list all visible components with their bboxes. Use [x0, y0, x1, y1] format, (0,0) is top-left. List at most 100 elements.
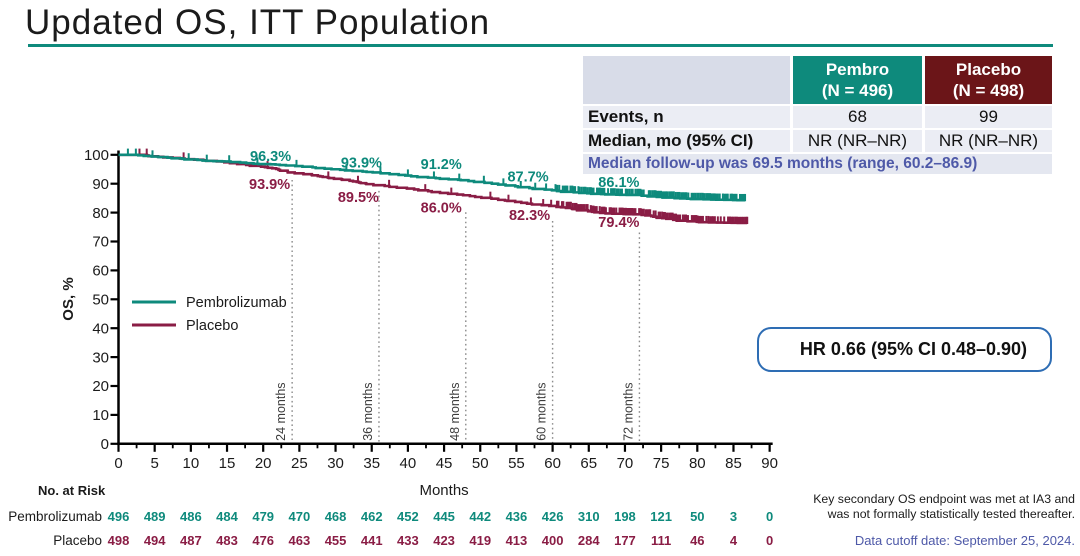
summary-table-corner-cell: [583, 56, 790, 104]
at-risk-value-pembrolizumab-50: 442: [469, 509, 491, 524]
x-tick-label-65: 65: [580, 455, 597, 472]
at-risk-value-pembrolizumab-30: 468: [325, 509, 347, 524]
data-cutoff-note: Data cutoff date: September 25, 2024.: [854, 533, 1075, 548]
at-risk-value-pembrolizumab-60: 426: [542, 509, 564, 524]
y-tick-label-20: 20: [92, 378, 109, 395]
y-axis-title: OS, %: [60, 277, 77, 320]
events-row-label: Events, n: [583, 106, 790, 128]
milestone-label-placebo-36: 89.5%: [338, 190, 379, 206]
at-risk-value-placebo-75: 111: [651, 533, 671, 548]
at-risk-value-pembrolizumab-0: 496: [108, 509, 130, 524]
at-risk-value-placebo-45: 423: [433, 533, 455, 548]
title-accent-rule: [28, 44, 1053, 47]
y-tick-label-90: 90: [92, 176, 109, 193]
events-pembro-value: 68: [793, 106, 922, 128]
legend-label-pembrolizumab: Pembrolizumab: [186, 295, 287, 311]
placebo-header-n: (N = 498): [952, 81, 1025, 100]
timepoint-label-60: 60 months: [535, 382, 549, 440]
summary-table-header-pembro: Pembro (N = 496): [793, 56, 922, 104]
at-risk-row-label-placebo: Placebo: [53, 533, 102, 548]
hazard-ratio-text: HR 0.66 (95% CI 0.48–0.90): [799, 339, 1028, 359]
x-tick-label-50: 50: [472, 455, 489, 472]
page-title: Updated OS, ITT Population: [25, 2, 491, 42]
y-tick-label-100: 100: [84, 147, 109, 164]
milestone-label-pembrolizumab-72: 86.1%: [598, 175, 639, 191]
at-risk-value-placebo-35: 441: [361, 533, 383, 548]
at-risk-value-placebo-60: 400: [542, 533, 564, 548]
timepoint-label-48: 48 months: [448, 382, 462, 440]
key-secondary-footnote-line1: Key secondary OS endpoint was met at IA3…: [813, 492, 1075, 506]
at-risk-value-placebo-55: 413: [506, 533, 528, 548]
milestone-label-pembrolizumab-60: 87.7%: [507, 169, 548, 185]
y-tick-label-80: 80: [92, 205, 109, 222]
at-risk-value-placebo-5: 494: [144, 533, 166, 548]
at-risk-value-placebo-20: 476: [252, 533, 274, 548]
x-tick-label-80: 80: [689, 455, 706, 472]
median-placebo-value: NR (NR–NR): [925, 130, 1052, 152]
at-risk-value-placebo-30: 455: [325, 533, 347, 548]
at-risk-value-pembrolizumab-85: 3: [730, 509, 737, 524]
x-tick-label-75: 75: [653, 455, 670, 472]
x-tick-label-10: 10: [183, 455, 200, 472]
x-tick-label-0: 0: [114, 455, 122, 472]
at-risk-value-placebo-70: 177: [614, 533, 636, 548]
timepoint-label-24: 24 months: [274, 382, 288, 440]
y-tick-label-40: 40: [92, 320, 109, 337]
at-risk-value-placebo-85: 4: [730, 533, 738, 548]
placebo-header-name: Placebo: [955, 60, 1022, 79]
at-risk-value-pembrolizumab-20: 479: [252, 509, 274, 524]
at-risk-value-pembrolizumab-40: 452: [397, 509, 419, 524]
x-tick-label-25: 25: [291, 455, 308, 472]
at-risk-value-pembrolizumab-80: 50: [690, 509, 704, 524]
x-tick-label-20: 20: [255, 455, 272, 472]
at-risk-value-placebo-50: 419: [469, 533, 491, 548]
at-risk-value-pembrolizumab-55: 436: [506, 509, 528, 524]
at-risk-value-pembrolizumab-70: 198: [614, 509, 636, 524]
key-secondary-footnote-line2: was not formally statistically tested th…: [827, 506, 1075, 521]
x-tick-label-90: 90: [761, 455, 778, 472]
x-tick-label-15: 15: [219, 455, 236, 472]
median-followup-note: Median follow-up was 69.5 months (range,…: [583, 154, 1052, 174]
at-risk-value-placebo-90: 0: [766, 533, 773, 548]
at-risk-value-placebo-80: 46: [690, 533, 704, 548]
milestone-label-pembrolizumab-24: 96.3%: [250, 149, 291, 165]
milestone-label-placebo-72: 79.4%: [598, 215, 639, 231]
y-tick-label-60: 60: [92, 263, 109, 280]
at-risk-heading: No. at Risk: [38, 483, 106, 498]
at-risk-value-pembrolizumab-15: 484: [216, 509, 238, 524]
milestone-label-placebo-60: 82.3%: [509, 208, 550, 224]
median-pembro-value: NR (NR–NR): [793, 130, 922, 152]
summary-table-header-placebo: Placebo (N = 498): [925, 56, 1052, 104]
at-risk-row-label-pembrolizumab: Pembrolizumab: [8, 509, 102, 524]
timepoint-label-72: 72 months: [621, 382, 635, 440]
pembro-header-n: (N = 496): [821, 81, 894, 100]
at-risk-value-pembrolizumab-65: 310: [578, 509, 600, 524]
milestone-label-pembrolizumab-48: 91.2%: [421, 157, 462, 173]
events-placebo-value: 99: [925, 106, 1052, 128]
y-tick-label-70: 70: [92, 234, 109, 251]
y-tick-label-10: 10: [92, 407, 109, 424]
x-tick-label-5: 5: [151, 455, 159, 472]
at-risk-value-pembrolizumab-35: 462: [361, 509, 383, 524]
x-tick-label-60: 60: [544, 455, 561, 472]
at-risk-value-pembrolizumab-75: 121: [650, 509, 672, 524]
x-tick-label-30: 30: [327, 455, 344, 472]
x-axis-title: Months: [419, 482, 468, 499]
milestone-label-placebo-48: 86.0%: [421, 200, 462, 216]
legend-label-placebo: Placebo: [186, 318, 238, 334]
at-risk-value-placebo-25: 463: [289, 533, 311, 548]
x-tick-label-70: 70: [617, 455, 634, 472]
at-risk-value-placebo-15: 483: [216, 533, 238, 548]
at-risk-value-pembrolizumab-5: 489: [144, 509, 166, 524]
summary-table: Pembro (N = 496) Placebo (N = 498) Event…: [583, 56, 1052, 174]
milestone-label-pembrolizumab-36: 93.9%: [341, 155, 382, 171]
x-tick-label-35: 35: [363, 455, 380, 472]
y-tick-label-30: 30: [92, 349, 109, 366]
at-risk-value-pembrolizumab-45: 445: [433, 509, 455, 524]
at-risk-value-pembrolizumab-90: 0: [766, 509, 773, 524]
milestone-label-placebo-24: 93.9%: [249, 177, 290, 193]
at-risk-value-pembrolizumab-25: 470: [289, 509, 311, 524]
key-secondary-footnote: Key secondary OS endpoint was met at IA3…: [813, 492, 1075, 521]
at-risk-value-placebo-65: 284: [578, 533, 600, 548]
